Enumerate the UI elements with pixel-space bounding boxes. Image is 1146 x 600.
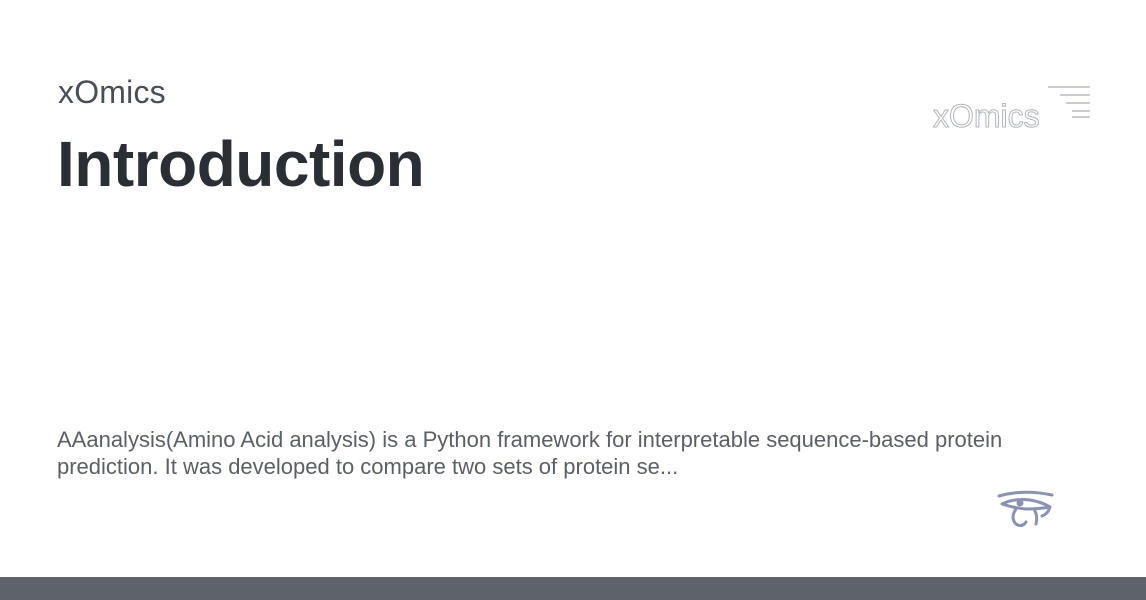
eye-of-horus-icon (997, 490, 1054, 528)
footer-bar (0, 577, 1146, 600)
logo-text: xOmics (933, 98, 1040, 134)
page-description: AAanalysis(Amino Acid analysis) is a Pyt… (57, 427, 1003, 479)
site-name: xOmics (58, 74, 166, 110)
page-title: Introduction (57, 128, 425, 200)
xomics-logo-icon: xOmics (933, 86, 1090, 135)
